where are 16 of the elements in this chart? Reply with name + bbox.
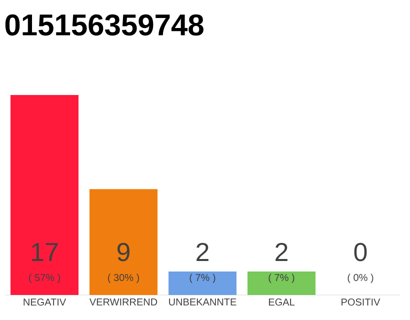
data-label: 2 — [196, 242, 208, 261]
annotation: ( 7% ) — [190, 274, 216, 284]
x-tick-label: EGAL — [268, 298, 295, 306]
data-label: 9 — [117, 242, 130, 262]
data-label: 0 — [354, 242, 367, 262]
x-tick-label: NEGATIV — [24, 298, 66, 306]
annotation: ( 30% ) — [108, 274, 139, 284]
data-label: 17 — [32, 243, 58, 261]
annotation: ( 7% ) — [268, 274, 294, 284]
annotation: ( 57% ) — [29, 274, 60, 284]
data-label: 2 — [276, 242, 288, 261]
x-tick-label: UNBEKANNTE — [169, 298, 236, 306]
x-tick-label: POSITIV — [342, 298, 380, 306]
chart-title: 015156359748 — [5, 14, 204, 36]
x-tick-label: VERWIRREND — [89, 298, 158, 306]
annotation: ( 0% ) — [348, 274, 374, 284]
